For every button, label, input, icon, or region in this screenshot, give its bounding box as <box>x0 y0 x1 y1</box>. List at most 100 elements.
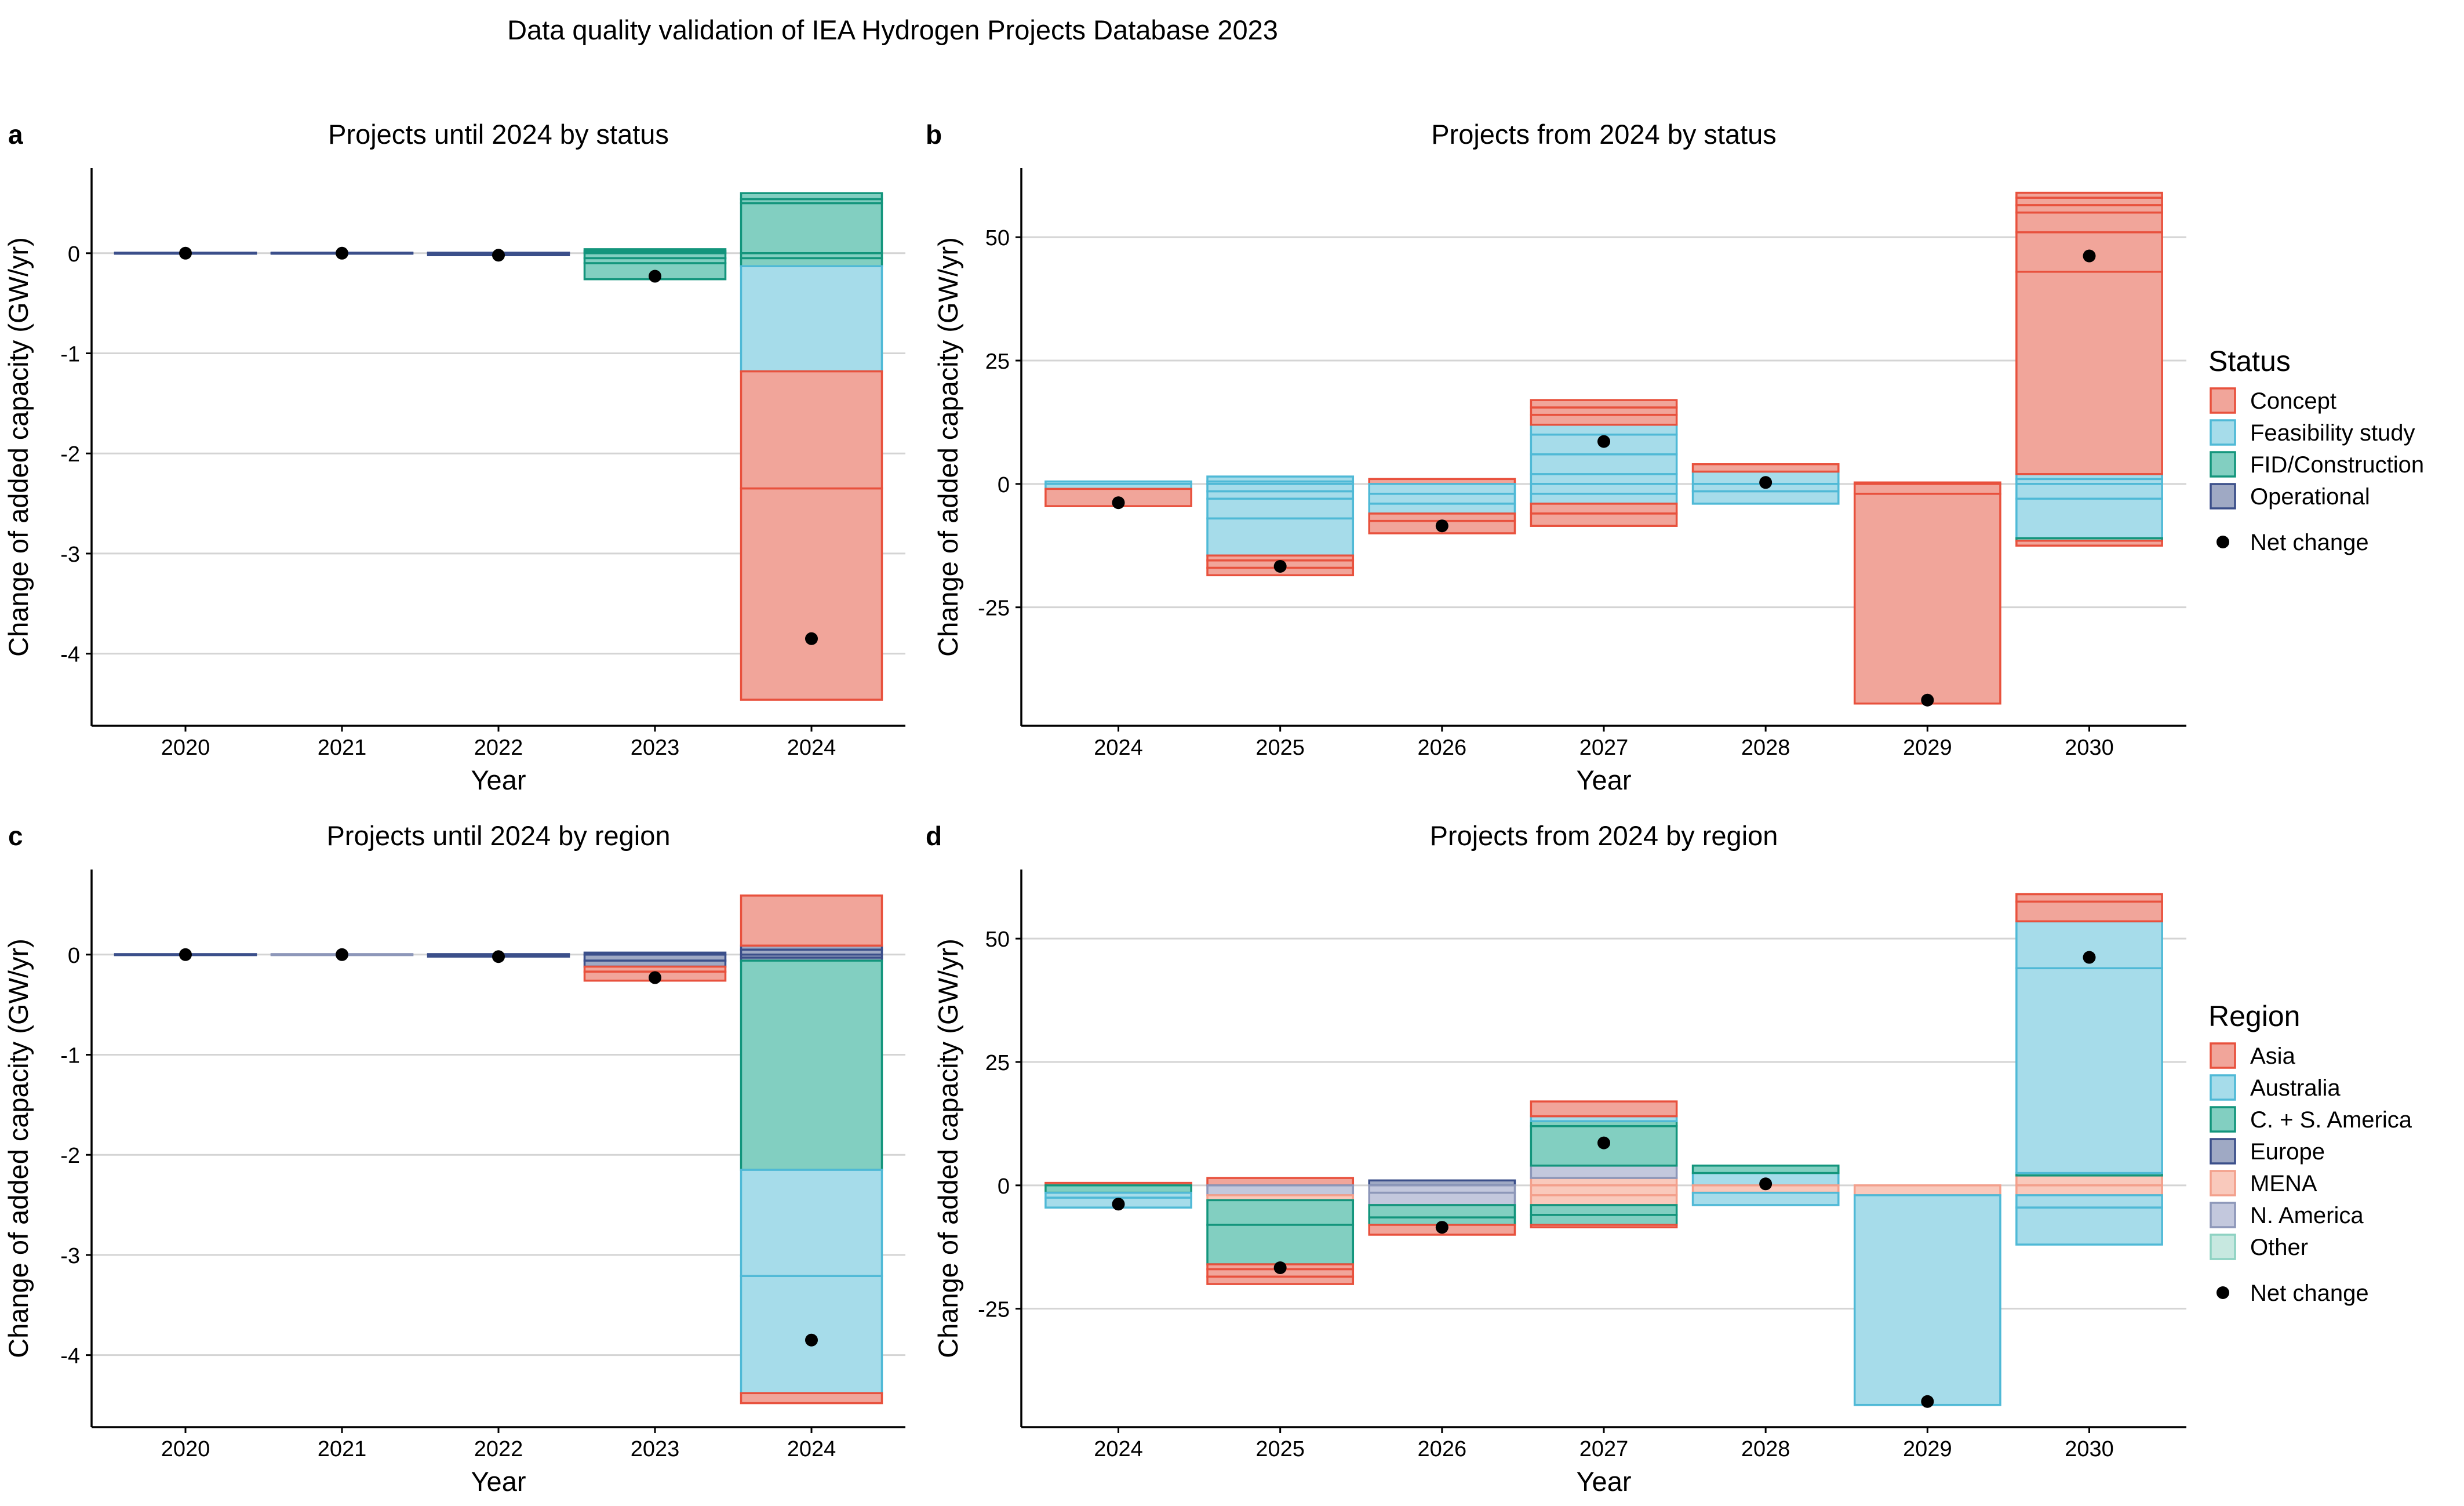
legend-title: Region <box>2208 1000 2300 1032</box>
legend-title: Status <box>2208 345 2291 377</box>
legend-item-label: Other <box>2250 1235 2308 1260</box>
net-change-point <box>492 950 505 963</box>
y-tick-label: 50 <box>985 226 1010 250</box>
legend-item-label: Feasibility study <box>2250 420 2415 446</box>
bar-segment-asia <box>740 1392 883 1405</box>
legend-item-label: Operational <box>2250 484 2370 510</box>
y-tick-label: -1 <box>60 343 80 367</box>
x-tick-label: 2029 <box>1903 736 1952 760</box>
bar-segment-mena <box>1530 1177 1678 1187</box>
bar-segment-feasibility-study <box>1206 483 1355 493</box>
x-axis-label: Year <box>1577 1466 1632 1497</box>
panels: a Projects until 2024 by status 0 -1 -2 -3 -4 2… <box>3 119 2186 1497</box>
bar-segment-australia <box>2015 1206 2163 1246</box>
legend-net-change-dot <box>2216 1286 2229 1299</box>
bar-segment-c-s-america <box>1206 1224 1355 1265</box>
y-tick-label: 0 <box>998 1174 1010 1199</box>
x-tick-label: 2025 <box>1255 1437 1305 1461</box>
bar-segment-n-america <box>1530 1165 1678 1179</box>
y-tick-label: -2 <box>60 442 80 467</box>
x-tick-label: 2024 <box>1094 736 1143 760</box>
bar-segment-feasibility-study <box>1530 473 1678 485</box>
legend-swatch <box>2210 1042 2236 1069</box>
x-tick-label: 2024 <box>1094 1437 1143 1461</box>
legend-status: Status Concept Feasibility study FID/Constr… <box>2208 345 2424 555</box>
legend-swatch <box>2210 483 2236 510</box>
bar-segment-mena <box>2015 1174 2163 1187</box>
panel-a: a Projects until 2024 by status 0 -1 -2 -3 -4 2… <box>3 119 905 795</box>
bar-segment-australia <box>1853 1194 2001 1406</box>
x-tick-label: 2022 <box>474 1437 523 1461</box>
panel-letter: b <box>926 119 942 150</box>
bar-segment-fid-construction <box>583 248 727 253</box>
net-change-point <box>805 1333 818 1347</box>
x-tick-label: 2027 <box>1579 1437 1629 1461</box>
x-axis-label: Year <box>471 1466 526 1497</box>
legend-item-label: MENA <box>2250 1171 2317 1196</box>
net-change-point <box>2083 249 2096 263</box>
y-tick-label: -1 <box>60 1044 80 1068</box>
bar-segment-c-s-america <box>1368 1204 1516 1218</box>
y-tick-label: 0 <box>68 944 80 968</box>
net-change-point <box>1273 560 1287 573</box>
x-tick-label: 2023 <box>631 736 680 760</box>
bar-segment-feasibility-study <box>2015 497 2163 540</box>
bar-segment-concept <box>2015 191 2163 199</box>
legend-swatch <box>2210 1074 2236 1101</box>
bar-segment-feasibility-study <box>1530 483 1678 495</box>
net-change-point <box>1112 496 1125 510</box>
legend-item-label: FID/Construction <box>2250 452 2424 478</box>
bar-segment-asia <box>1206 1275 1355 1285</box>
net-change-point <box>1112 1198 1125 1211</box>
panel-title: Projects from 2024 by status <box>1431 119 1777 150</box>
legend-net-change-dot <box>2216 536 2229 548</box>
net-change-point <box>1273 1261 1287 1275</box>
bar-segment-concept <box>740 370 883 490</box>
bar-segment-asia <box>1530 1224 1678 1228</box>
net-change-point <box>336 246 348 260</box>
bar-segment-mena <box>1530 1184 1678 1196</box>
legend-swatch <box>2210 1170 2236 1196</box>
net-change-point <box>1597 1136 1610 1149</box>
legend-swatch <box>2210 1106 2236 1133</box>
bar-segment-feasibility-study <box>1530 453 1678 475</box>
legend-swatch <box>2210 419 2236 446</box>
x-tick-label: 2025 <box>1255 736 1305 760</box>
bar-segment-feasibility-study <box>1368 503 1516 515</box>
x-tick-label: 2021 <box>318 1437 367 1461</box>
bar-segment-concept <box>1853 483 2001 495</box>
net-change-point <box>1921 1395 1934 1408</box>
y-tick-label: -3 <box>60 543 80 567</box>
x-tick-label: 2027 <box>1579 736 1629 760</box>
bar-segment-asia <box>2015 893 2163 903</box>
bar-segment-n-america <box>1368 1191 1516 1206</box>
bar-segment-feasibility-study <box>1368 483 1516 495</box>
bar-segment-concept <box>2015 540 2163 547</box>
bar-segment-concept <box>2015 211 2163 234</box>
bar-segment-asia <box>1530 1100 1678 1118</box>
bar-segment-feasibility-study <box>1368 493 1516 505</box>
y-tick-label: 50 <box>985 927 1010 952</box>
legend-item-label: C. + S. America <box>2250 1107 2412 1133</box>
net-change-point <box>179 948 192 961</box>
y-tick-label: 25 <box>985 1051 1010 1075</box>
y-tick-label: -4 <box>60 1344 80 1369</box>
legend-swatch <box>2210 1234 2236 1260</box>
legend-net-change-label: Net change <box>2250 1281 2369 1306</box>
net-change-point <box>649 270 661 283</box>
bar-segment-mena <box>2015 1184 2163 1196</box>
net-change-point <box>1435 519 1448 533</box>
bar-segment-c-s-america <box>740 959 883 1171</box>
bar-segment-feasibility-study <box>1530 423 1678 436</box>
legend-swatch <box>2210 1138 2236 1165</box>
bar-segment-feasibility-study <box>1206 490 1355 500</box>
bar-segment-fid-construction <box>740 257 883 268</box>
x-tick-label: 2028 <box>1741 1437 1790 1461</box>
legend-item-label: N. America <box>2250 1203 2364 1228</box>
bar-segment-feasibility-study <box>740 265 883 373</box>
bar-segment-concept <box>1530 512 1678 527</box>
x-tick-label: 2026 <box>1418 1437 1467 1461</box>
bar-segment-c-s-america <box>1691 1165 1840 1174</box>
legend-item-label: Europe <box>2250 1139 2325 1165</box>
